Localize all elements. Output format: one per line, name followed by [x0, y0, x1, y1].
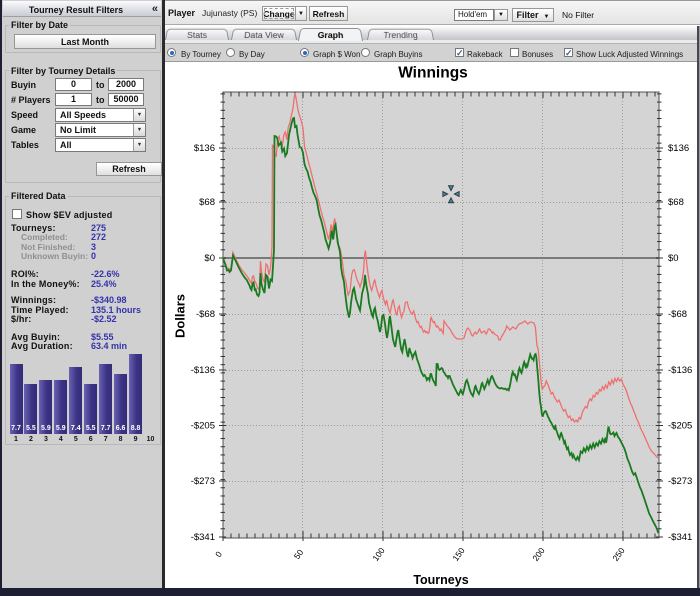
svg-text:$0: $0 [204, 253, 215, 264]
svg-text:$136: $136 [194, 143, 215, 154]
svg-text:-$68: -$68 [196, 309, 215, 320]
svg-text:-$136: -$136 [191, 365, 215, 376]
svg-text:-$273: -$273 [668, 476, 692, 487]
svg-text:-$68: -$68 [668, 309, 687, 320]
svg-text:Winnings: Winnings [398, 65, 468, 82]
svg-text:-$341: -$341 [668, 532, 692, 543]
svg-text:Dollars: Dollars [173, 294, 188, 338]
svg-text:150: 150 [450, 545, 466, 563]
svg-text:$68: $68 [199, 197, 215, 208]
svg-text:-$341: -$341 [191, 532, 215, 543]
svg-text:$68: $68 [668, 197, 684, 208]
svg-text:-$205: -$205 [191, 421, 215, 432]
svg-text:-$273: -$273 [191, 476, 215, 487]
svg-text:200: 200 [530, 545, 546, 563]
svg-text:100: 100 [370, 545, 386, 563]
svg-text:0: 0 [213, 549, 224, 559]
svg-text:$136: $136 [668, 143, 689, 154]
svg-text:-$136: -$136 [668, 365, 692, 376]
svg-text:$0: $0 [668, 253, 679, 264]
svg-text:50: 50 [292, 547, 306, 561]
svg-text:Tourneys: Tourneys [413, 573, 468, 587]
svg-text:250: 250 [610, 545, 626, 563]
svg-text:-$205: -$205 [668, 421, 692, 432]
